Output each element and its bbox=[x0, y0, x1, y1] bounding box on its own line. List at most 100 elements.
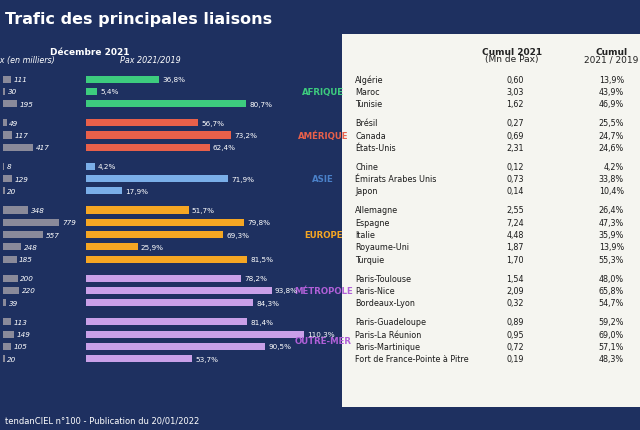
Text: AFRIQUE: AFRIQUE bbox=[302, 88, 344, 97]
Bar bbox=[3, 287, 19, 295]
Bar bbox=[3, 132, 12, 139]
Bar bbox=[86, 101, 246, 108]
Text: 0,89: 0,89 bbox=[506, 317, 524, 326]
Bar bbox=[3, 331, 14, 338]
Text: 1,87: 1,87 bbox=[506, 243, 524, 252]
Bar bbox=[86, 188, 122, 195]
Text: Paris-Martinique: Paris-Martinique bbox=[355, 342, 420, 351]
Text: 81,4%: 81,4% bbox=[250, 319, 273, 325]
Text: 117: 117 bbox=[14, 133, 28, 139]
Bar bbox=[3, 343, 11, 350]
Text: 39: 39 bbox=[8, 300, 18, 306]
Text: 417: 417 bbox=[36, 145, 50, 151]
Text: 0,19: 0,19 bbox=[506, 354, 524, 363]
Text: 0,60: 0,60 bbox=[506, 75, 524, 84]
Text: Tunisie: Tunisie bbox=[355, 100, 382, 109]
Text: 1,62: 1,62 bbox=[506, 100, 524, 109]
Text: 4,2%: 4,2% bbox=[604, 163, 624, 172]
Text: 111: 111 bbox=[13, 77, 28, 83]
Text: 0,12: 0,12 bbox=[506, 163, 524, 172]
Text: 0,14: 0,14 bbox=[506, 187, 524, 196]
Text: 1,54: 1,54 bbox=[506, 274, 524, 283]
Text: 71,9%: 71,9% bbox=[232, 176, 255, 182]
Bar bbox=[86, 89, 97, 96]
Text: 149: 149 bbox=[17, 331, 30, 337]
Text: AMÉRIQUE: AMÉRIQUE bbox=[298, 131, 348, 141]
Bar bbox=[3, 231, 44, 239]
Text: 80,7%: 80,7% bbox=[249, 101, 272, 108]
Text: 53,7%: 53,7% bbox=[196, 356, 219, 362]
Bar bbox=[86, 319, 247, 326]
Text: 0,69: 0,69 bbox=[506, 131, 524, 140]
Text: Turquie: Turquie bbox=[355, 255, 385, 264]
Bar bbox=[86, 77, 159, 83]
Text: Algérie: Algérie bbox=[355, 75, 384, 85]
Text: 57,1%: 57,1% bbox=[598, 342, 624, 351]
Text: MÉTROPOLE: MÉTROPOLE bbox=[294, 286, 353, 295]
Text: 24,6%: 24,6% bbox=[599, 144, 624, 153]
Text: 1,70: 1,70 bbox=[506, 255, 524, 264]
Text: 25,9%: 25,9% bbox=[141, 244, 164, 250]
Text: 62,4%: 62,4% bbox=[213, 145, 236, 151]
Text: 779: 779 bbox=[62, 220, 76, 226]
Text: EUROPE: EUROPE bbox=[304, 230, 342, 240]
Text: Pax 2021/2019: Pax 2021/2019 bbox=[120, 56, 180, 64]
Text: 220: 220 bbox=[22, 288, 35, 294]
Bar bbox=[3, 188, 4, 195]
Text: 2,31: 2,31 bbox=[506, 144, 524, 153]
Bar bbox=[86, 256, 248, 263]
Text: 48,0%: 48,0% bbox=[599, 274, 624, 283]
Text: 30: 30 bbox=[8, 89, 17, 95]
Text: Cumul 2021: Cumul 2021 bbox=[482, 48, 542, 57]
Text: 13,9%: 13,9% bbox=[599, 243, 624, 252]
Bar bbox=[86, 207, 189, 214]
Text: OUTRE-MER: OUTRE-MER bbox=[294, 336, 352, 345]
Text: 69,3%: 69,3% bbox=[227, 232, 250, 238]
Bar bbox=[86, 231, 223, 239]
Text: 65,8%: 65,8% bbox=[599, 286, 624, 295]
Bar bbox=[3, 144, 33, 151]
Text: 0,95: 0,95 bbox=[506, 330, 524, 339]
Bar bbox=[86, 275, 241, 282]
Text: 2021 / 2019: 2021 / 2019 bbox=[584, 55, 638, 64]
Text: 47,3%: 47,3% bbox=[599, 218, 624, 227]
Text: 3,03: 3,03 bbox=[506, 88, 524, 97]
Bar bbox=[3, 120, 7, 127]
Bar bbox=[3, 275, 17, 282]
Text: 0,72: 0,72 bbox=[506, 342, 524, 351]
Text: 35,9%: 35,9% bbox=[598, 230, 624, 240]
Text: 48,3%: 48,3% bbox=[599, 354, 624, 363]
Bar bbox=[3, 89, 5, 96]
Bar bbox=[86, 343, 265, 350]
Text: 248: 248 bbox=[24, 244, 38, 250]
Text: 4,2%: 4,2% bbox=[98, 164, 116, 170]
Text: 46,9%: 46,9% bbox=[599, 100, 624, 109]
Text: 90,5%: 90,5% bbox=[268, 344, 291, 350]
Text: 129: 129 bbox=[15, 176, 29, 182]
Text: 17,9%: 17,9% bbox=[125, 188, 148, 194]
Bar bbox=[3, 319, 12, 326]
Text: Canada: Canada bbox=[355, 131, 386, 140]
Text: 8: 8 bbox=[6, 164, 11, 170]
Text: 0,27: 0,27 bbox=[506, 119, 524, 128]
Text: Allemagne: Allemagne bbox=[355, 206, 398, 215]
Text: 20: 20 bbox=[7, 356, 17, 362]
Text: Paris-La Réunion: Paris-La Réunion bbox=[355, 330, 422, 339]
Bar bbox=[3, 256, 17, 263]
Text: Japon: Japon bbox=[355, 187, 378, 196]
Bar bbox=[3, 77, 11, 83]
Text: Bordeaux-Lyon: Bordeaux-Lyon bbox=[355, 298, 415, 307]
Text: 110,3%: 110,3% bbox=[307, 331, 335, 337]
Text: 2,09: 2,09 bbox=[506, 286, 524, 295]
Bar bbox=[3, 219, 60, 226]
Text: Décembre 2021: Décembre 2021 bbox=[50, 48, 129, 57]
Text: 81,5%: 81,5% bbox=[251, 257, 274, 263]
Bar bbox=[3, 207, 28, 214]
Text: 2,55: 2,55 bbox=[506, 206, 524, 215]
Text: 557: 557 bbox=[46, 232, 60, 238]
Text: 54,7%: 54,7% bbox=[598, 298, 624, 307]
Bar bbox=[86, 300, 253, 307]
Text: 0,32: 0,32 bbox=[506, 298, 524, 307]
Bar bbox=[86, 175, 228, 183]
Text: Paris-Guadeloupe: Paris-Guadeloupe bbox=[355, 317, 426, 326]
